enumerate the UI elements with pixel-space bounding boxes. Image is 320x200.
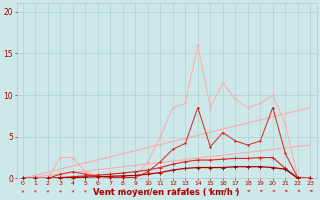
X-axis label: Vent moyen/en rafales ( km/h ): Vent moyen/en rafales ( km/h ) bbox=[93, 188, 240, 197]
